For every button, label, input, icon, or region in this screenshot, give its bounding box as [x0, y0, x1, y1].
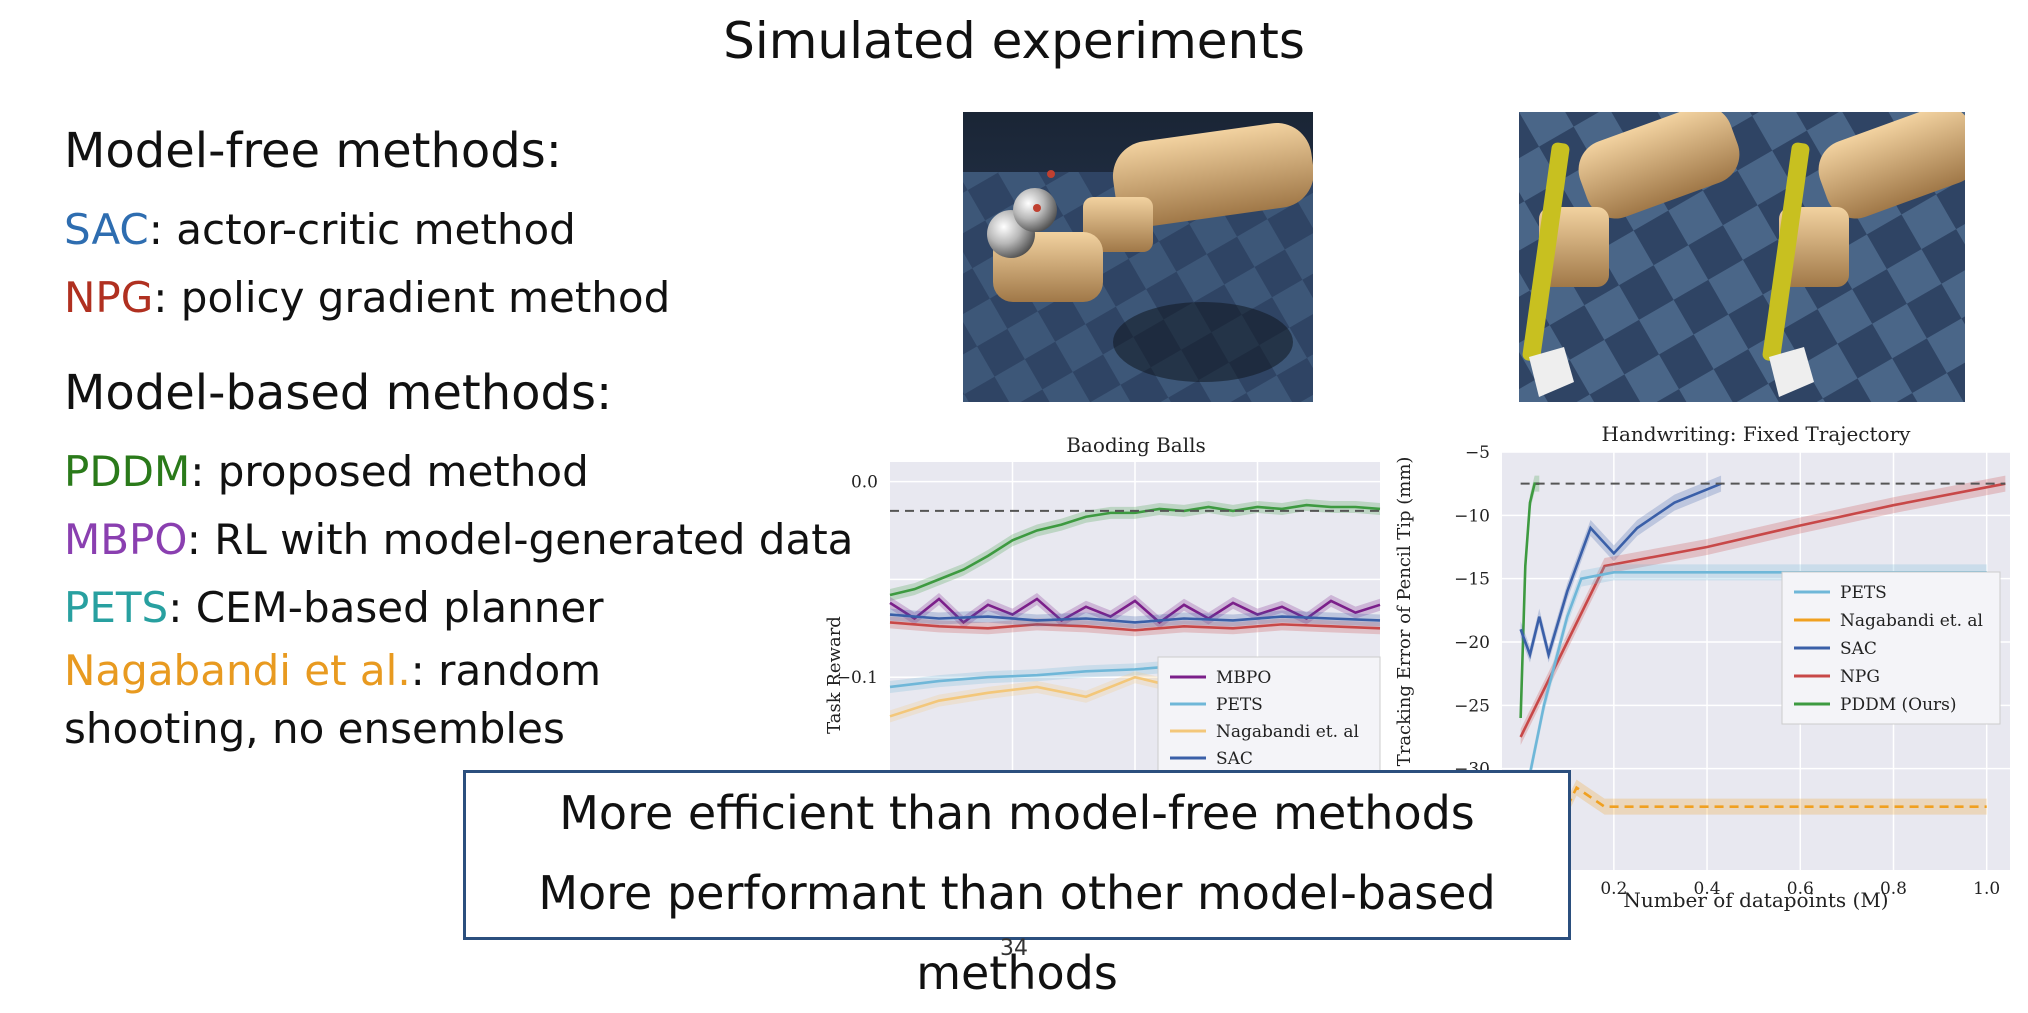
page-number: 34 [1000, 936, 1028, 961]
baoding-balls-image [963, 112, 1313, 402]
callout-line-performant: More performant than other model-based m… [538, 866, 1496, 1000]
y-tick-label: −10 [1454, 506, 1490, 526]
legend-label: SAC [1216, 749, 1253, 769]
y-tick-label: −0.1 [837, 668, 878, 688]
chart-title: Baoding Balls [1066, 433, 1206, 457]
legend-label: Nagabandi et. al [1216, 722, 1359, 742]
method-name: NPG [64, 273, 154, 322]
series-line-sac [1519, 482, 1722, 660]
series-line-nagabandi-et-al [1566, 785, 1987, 808]
method-desc: : proposed method [190, 447, 589, 496]
series-band [890, 657, 1233, 693]
handwriting-chart: Handwriting: Fixed Trajectory Mean Track… [1394, 422, 2010, 912]
legend-label: PETS [1216, 695, 1263, 715]
x-tick-label: 0.2 [1600, 879, 1627, 899]
model-free-heading: Model-free methods: [64, 123, 562, 179]
legend-label: SAC [1840, 639, 1877, 659]
legend-label: PETS [1840, 583, 1887, 603]
slide-title: Simulated experiments [723, 12, 1305, 70]
y-tick-label: −5 [1465, 443, 1490, 463]
method-desc: : actor-critic method [148, 205, 576, 254]
x-tick-label: 1.0 [1973, 879, 2000, 899]
conclusion-callout: More efficient than model-free methods M… [463, 770, 1571, 1000]
method-desc: : random shooting, no ensembles [64, 646, 602, 753]
series-line-pddm [889, 503, 1381, 597]
chart-title: Handwriting: Fixed Trajectory [1602, 422, 1912, 446]
series-line-npg [889, 621, 1381, 632]
x-axis-label: Number of datapoints (M) [1623, 888, 1888, 912]
legend-label: Nagabandi et. al [1840, 611, 1983, 631]
series-band [1520, 475, 1722, 663]
series-band [890, 499, 1380, 602]
method-sac: SAC: actor-critic method [64, 196, 804, 264]
baoding-balls-chart: Baoding Balls Task Reward 0.0 −0.1 MBPO PET… [824, 433, 1381, 775]
method-nagabandi: Nagabandi et al.: random shooting, no en… [64, 642, 804, 758]
method-pets: PETS: CEM-based planner [64, 574, 804, 642]
method-name: SAC [64, 205, 149, 254]
model-based-heading: Model-based methods: [64, 365, 613, 421]
method-mbpo: MBPO: RL with model-generated data [64, 506, 853, 574]
x-tick-label: 0.4 [1694, 879, 1721, 899]
x-tick-label: 0.6 [1787, 879, 1814, 899]
method-name: Nagabandi et al. [64, 646, 411, 695]
method-desc: : CEM-based planner [168, 583, 604, 632]
y-axis-label: Task Reward [824, 616, 845, 734]
method-name: PETS [64, 583, 169, 632]
y-tick-label: −15 [1454, 570, 1490, 590]
series-band [890, 608, 1380, 629]
method-desc: : RL with model-generated data [186, 515, 854, 564]
method-pddm: PDDM: proposed method [64, 438, 804, 506]
legend-label: NPG [1840, 667, 1880, 687]
method-npg: NPG: policy gradient method [64, 264, 804, 332]
method-name: MBPO [64, 515, 187, 564]
handwriting-image [1519, 112, 1965, 402]
y-tick-label: −25 [1454, 696, 1490, 716]
x-tick-label: 0.8 [1880, 879, 1907, 899]
y-tick-label: 0.0 [851, 473, 878, 493]
series-line-sac [889, 613, 1381, 624]
y-axis-label: Mean Tracking Error of Pencil Tip (mm) [1394, 457, 1415, 824]
legend-label: MBPO [1216, 668, 1271, 688]
series-band [1520, 475, 2006, 745]
series-line-npg [1519, 482, 2006, 738]
series-band [890, 616, 1380, 637]
callout-line-efficient: More efficient than model-free methods [559, 786, 1475, 840]
y-tick-label: −20 [1454, 633, 1490, 653]
method-name: PDDM [64, 447, 191, 496]
methods-list: Model-free methods: SAC: actor-critic me… [64, 120, 853, 758]
legend-label: PDDM (Ours) [1840, 695, 1957, 715]
method-desc: : policy gradient method [153, 273, 671, 322]
